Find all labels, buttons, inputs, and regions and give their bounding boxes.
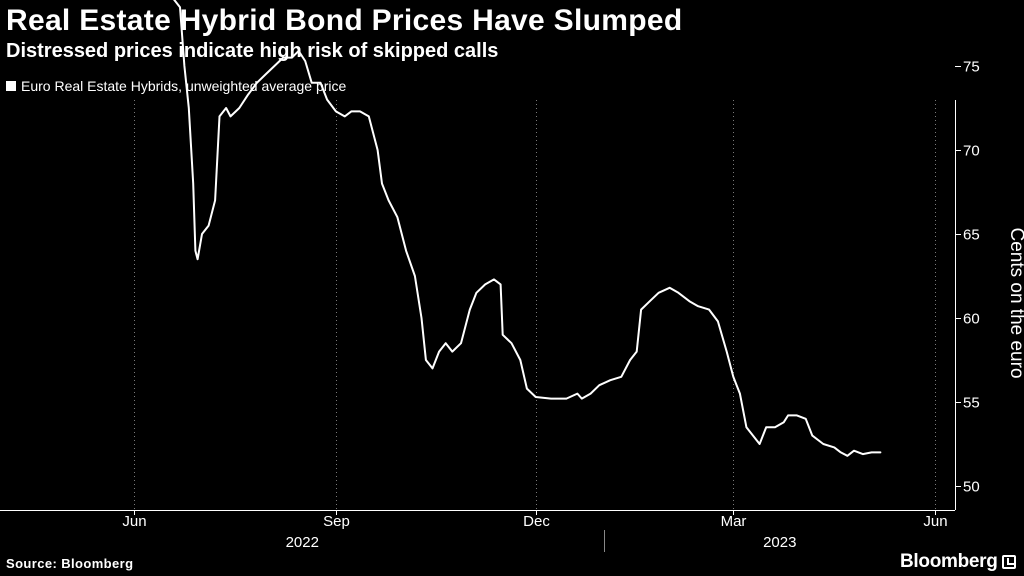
x-tick-label-3: Mar	[721, 513, 747, 530]
brand-wordmark: Bloomberg	[900, 551, 998, 572]
year-label-2023: 2023	[763, 534, 796, 551]
source-note: Source: Bloomberg	[6, 556, 134, 571]
x-tick-label-2: Dec	[523, 513, 550, 530]
chart-legend: Euro Real Estate Hybrids, unweighted ave…	[6, 78, 346, 94]
chart-title: Real Estate Hybrid Bond Prices Have Slum…	[6, 4, 683, 37]
y-tick-label-70: 70	[963, 143, 980, 160]
x-tick-label-1: Sep	[323, 513, 350, 530]
x-tick-label-4: Jun	[923, 513, 947, 530]
legend-swatch	[6, 81, 16, 91]
y-tick-label-55: 55	[963, 395, 980, 412]
bloomberg-chart-icon	[1001, 555, 1016, 569]
x-tick-label-0: Jun	[122, 513, 146, 530]
series-line-0	[173, 0, 882, 457]
bloomberg-logo: Bloomberg	[900, 551, 1016, 573]
chart-subtitle: Distressed prices indicate high risk of …	[6, 40, 499, 62]
year-label-2022: 2022	[286, 534, 319, 551]
y-tick-label-60: 60	[963, 311, 980, 328]
y-axis-title: Cents on the euro	[1006, 227, 1024, 378]
y-tick-label-50: 50	[963, 479, 980, 496]
legend-label: Euro Real Estate Hybrids, unweighted ave…	[21, 78, 347, 94]
y-tick-label-75: 75	[963, 59, 980, 76]
y-tick-label-65: 65	[963, 227, 980, 244]
